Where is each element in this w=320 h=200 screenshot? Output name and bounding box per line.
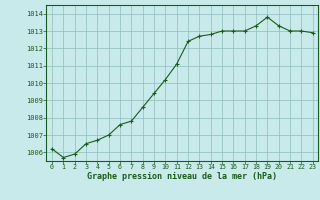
- X-axis label: Graphe pression niveau de la mer (hPa): Graphe pression niveau de la mer (hPa): [87, 172, 277, 181]
